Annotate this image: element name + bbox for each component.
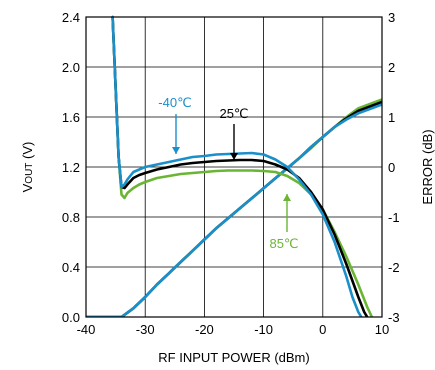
y-left-tick-label: 2.0: [62, 60, 80, 75]
annotation-25c-label: 25℃: [219, 106, 248, 121]
y-right-tick-label: -3: [388, 310, 400, 325]
x-tick-label: -30: [136, 322, 155, 337]
y-left-tick-label: 1.2: [62, 160, 80, 175]
annotations: -40℃ 25℃ 85℃: [158, 95, 298, 251]
y-right-tick-label: -2: [388, 260, 400, 275]
left-axis-title-main: V: [20, 183, 35, 192]
y-right-tick-label: 2: [388, 60, 395, 75]
x-tick-label: 0: [319, 322, 326, 337]
x-tick-label: -40: [77, 322, 96, 337]
series-line-error--40C: [111, 15, 363, 317]
y-right-tick-label: -1: [388, 210, 400, 225]
plot-frame: [85, 16, 383, 318]
y-right-tick-label: 0: [388, 160, 395, 175]
series-layer: [86, 15, 382, 317]
y-left-tick-label: 0.8: [62, 210, 80, 225]
series-line-error-25C: [111, 15, 369, 317]
y-left-tick-label: 0.4: [62, 260, 80, 275]
x-tick-label: -10: [254, 322, 273, 337]
x-tick-label: -20: [195, 322, 214, 337]
y-left-tick-label: 2.4: [62, 10, 80, 25]
left-axis-title-sub: OUT: [24, 163, 35, 184]
annotation-85c-label: 85℃: [269, 236, 298, 251]
y-left-tick-label: 1.6: [62, 110, 80, 125]
y-right-tick-label: 1: [388, 110, 395, 125]
grid: [86, 17, 382, 317]
right-axis-title: ERROR (dB): [420, 129, 435, 204]
y-left-tick-label: 0.0: [62, 310, 80, 325]
series-line-vout--40C: [86, 103, 382, 317]
annotation-25c-arrowhead: [230, 153, 238, 160]
x-axis-title: RF INPUT POWER (dBm): [158, 350, 309, 365]
left-axis-title: VOUT (V): [20, 142, 35, 193]
x-tick-label: 10: [375, 322, 389, 337]
y-right-tick-label: 3: [388, 10, 395, 25]
tick-labels: -40 -30 -20 -10 0 100.00.40.81.21.62.02.4-3-2…: [62, 10, 400, 337]
left-axis-title-unit: (V): [20, 142, 35, 163]
annotation-minus40c-arrowhead: [172, 147, 180, 154]
annotation-85c-arrowhead: [283, 194, 291, 201]
annotation-minus40c-label: -40℃: [158, 95, 191, 110]
